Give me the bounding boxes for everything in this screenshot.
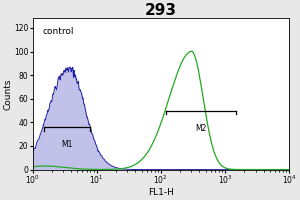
Text: control: control <box>43 27 74 36</box>
Text: M2: M2 <box>195 124 207 133</box>
Text: M1: M1 <box>61 140 73 149</box>
Title: 293: 293 <box>145 3 177 18</box>
Y-axis label: Counts: Counts <box>4 78 13 110</box>
X-axis label: FL1-H: FL1-H <box>148 188 174 197</box>
